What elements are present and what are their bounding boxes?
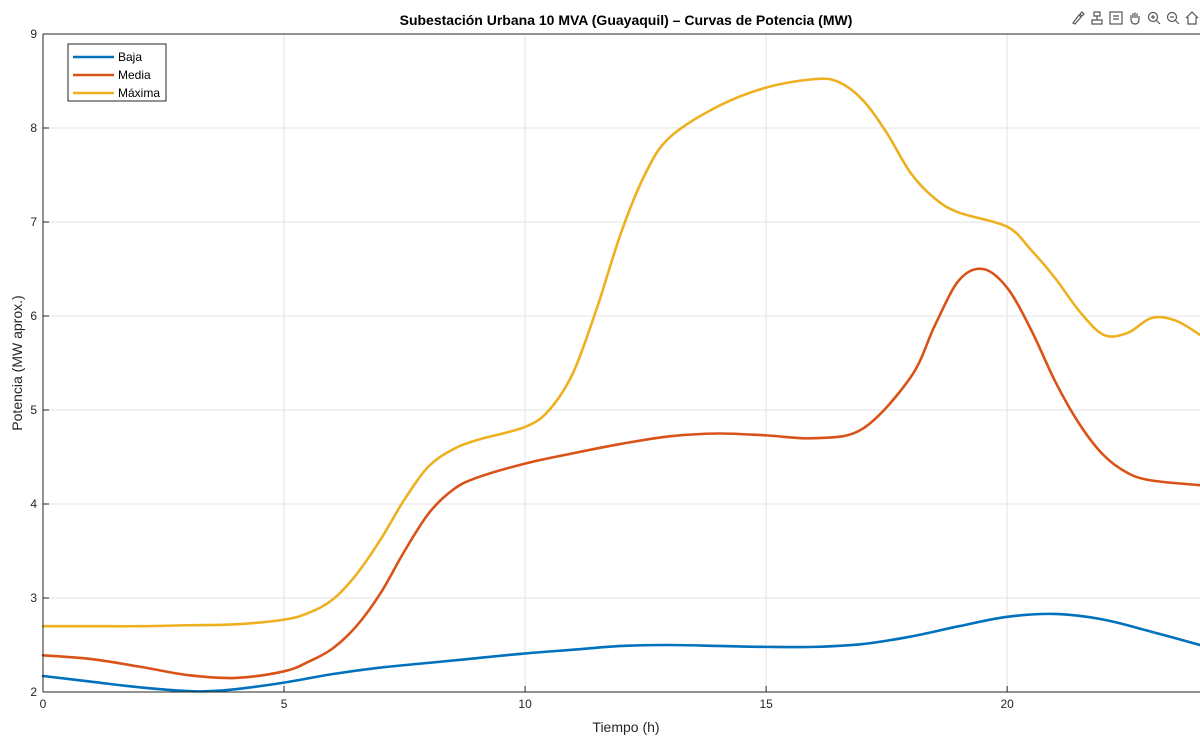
chart-title: Subestación Urbana 10 MVA (Guayaquil) – … [400, 12, 853, 28]
y-tick-label: 2 [30, 685, 37, 699]
restore-view-icon[interactable] [1108, 10, 1124, 26]
legend[interactable]: Baja Media Máxima [67, 43, 167, 102]
x-tick-label: 20 [1000, 697, 1014, 711]
x-tick-label: 0 [40, 697, 47, 711]
y-tick-label: 9 [30, 27, 37, 41]
axes-toolbar [1070, 10, 1200, 26]
series-group [41, 77, 1200, 693]
x-tick-label: 10 [518, 697, 532, 711]
legend-label: Media [118, 68, 151, 82]
series-line-3 [41, 77, 1200, 628]
tick-labels: 0 5 10 15 20 2 3 4 5 6 7 8 9 [30, 27, 1014, 711]
x-axis-title: Tiempo (h) [592, 719, 659, 735]
plot-area [43, 34, 1200, 692]
legend-label: Máxima [118, 86, 160, 100]
datatip-icon[interactable] [1089, 10, 1105, 26]
y-tick-label: 3 [30, 591, 37, 605]
series-line-2 [41, 267, 1200, 680]
zoom-out-icon[interactable] [1165, 10, 1181, 26]
grid-lines [43, 34, 1200, 692]
y-tick-label: 4 [30, 497, 37, 511]
y-tick-label: 8 [30, 121, 37, 135]
series-line-1 [41, 612, 1200, 693]
y-tick-label: 7 [30, 215, 37, 229]
legend-box [67, 43, 167, 102]
zoom-in-icon[interactable] [1146, 10, 1162, 26]
x-tick-label: 15 [759, 697, 773, 711]
legend-label: Baja [118, 50, 142, 64]
home-icon[interactable] [1184, 10, 1200, 26]
brush-icon[interactable] [1070, 10, 1086, 26]
y-tick-label: 5 [30, 403, 37, 417]
pan-hand-icon[interactable] [1127, 10, 1143, 26]
y-axis-title: Potencia (MW aprox.) [9, 295, 25, 430]
x-tick-label: 5 [281, 697, 288, 711]
y-tick-label: 6 [30, 309, 37, 323]
